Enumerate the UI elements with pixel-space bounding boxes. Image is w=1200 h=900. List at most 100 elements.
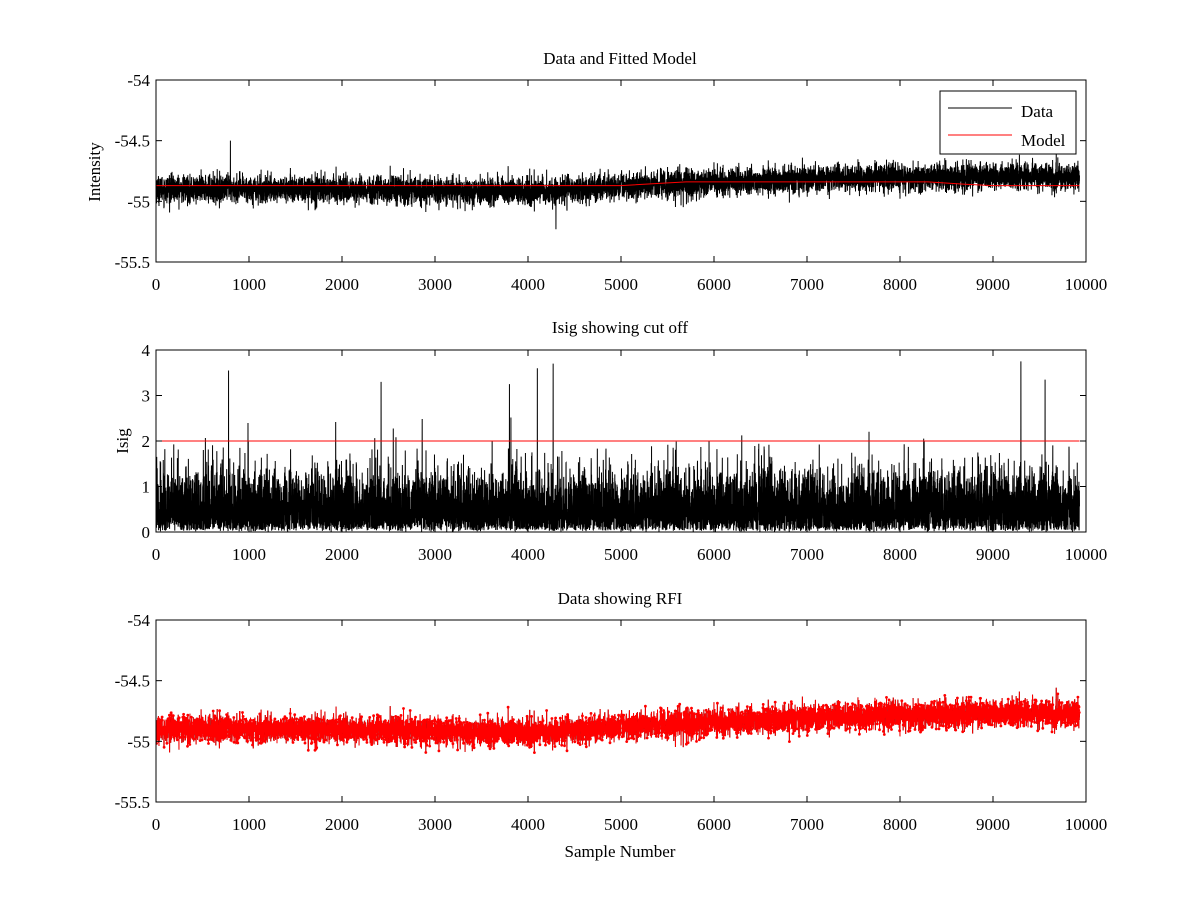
data-point — [906, 704, 909, 707]
data-point — [616, 730, 620, 734]
data-point — [966, 716, 969, 719]
data-point — [698, 718, 701, 721]
data-point — [225, 730, 229, 734]
data-point — [169, 734, 172, 738]
data-point — [946, 716, 950, 720]
data-point — [962, 711, 965, 715]
data-point — [748, 706, 752, 709]
data-point — [423, 737, 426, 741]
x-tick-label: 4000 — [511, 275, 545, 294]
data-point — [211, 726, 215, 729]
data-point — [214, 725, 218, 729]
data-point — [732, 712, 736, 716]
data-point — [890, 728, 893, 731]
data-point — [855, 708, 859, 711]
data-point — [186, 744, 189, 748]
data-point — [217, 739, 221, 743]
data-point — [255, 729, 259, 733]
data-point — [609, 728, 612, 732]
data-point — [559, 721, 563, 725]
data-point — [517, 737, 521, 741]
data-point — [743, 726, 747, 730]
data-point — [547, 741, 551, 745]
data-point — [591, 731, 595, 735]
data-point — [324, 738, 327, 742]
data-point — [455, 720, 458, 724]
data-point — [873, 719, 877, 723]
data-point — [987, 720, 991, 723]
data-point — [644, 728, 648, 732]
data-point — [589, 721, 593, 724]
data-point — [1068, 718, 1072, 722]
data-point — [249, 733, 253, 737]
data-point — [553, 726, 556, 730]
data-point — [394, 735, 398, 739]
data-point — [914, 722, 918, 726]
data-point — [698, 723, 702, 727]
data-point — [692, 730, 696, 734]
data-point — [427, 724, 431, 728]
data-point — [1058, 717, 1062, 721]
data-point — [230, 723, 234, 727]
data-point — [644, 730, 648, 734]
data-point — [726, 724, 730, 728]
data-point — [697, 738, 701, 742]
panel-3-ticks: 0 1000 2000 3000 4000 5000 6000 7000 8000 9000 100… — [115, 611, 1108, 834]
data-point — [1076, 714, 1079, 717]
data-point — [229, 738, 233, 742]
data-point — [997, 721, 1001, 724]
data-point — [1040, 717, 1044, 720]
data-point — [194, 723, 198, 726]
data-point — [302, 737, 306, 741]
data-point — [809, 710, 813, 713]
data-point — [744, 709, 747, 713]
data-point — [352, 729, 356, 732]
data-point — [226, 725, 230, 729]
data-point — [753, 712, 757, 716]
data-point — [713, 726, 717, 730]
data-point — [1005, 703, 1009, 706]
data-point — [755, 728, 759, 732]
data-point — [183, 729, 186, 732]
data-point — [374, 738, 378, 742]
data-point — [826, 732, 830, 735]
data-point — [966, 718, 970, 722]
data-point — [326, 733, 330, 737]
data-point — [569, 730, 573, 734]
panel-2-ticks: 0 1000 2000 3000 4000 5000 6000 7000 8000 9000 100… — [142, 341, 1108, 564]
data-point — [160, 718, 164, 722]
data-point — [586, 724, 590, 728]
data-point — [496, 731, 500, 735]
data-point — [921, 706, 925, 709]
data-point — [196, 728, 200, 732]
data-point — [820, 726, 823, 729]
data-point — [451, 742, 455, 746]
data-point — [413, 726, 416, 729]
data-point — [875, 708, 879, 712]
data-point — [985, 701, 989, 705]
data-point — [905, 709, 909, 713]
data-point — [706, 724, 709, 728]
data-point — [568, 723, 572, 726]
data-point — [429, 730, 432, 734]
data-point — [831, 703, 835, 707]
data-point — [1014, 708, 1017, 712]
data-point — [832, 714, 836, 718]
data-point — [213, 714, 217, 718]
data-point — [731, 720, 735, 723]
data-point — [638, 716, 642, 720]
data-point — [507, 729, 510, 733]
data-point — [356, 723, 360, 727]
x-tick-label: 5000 — [604, 545, 638, 564]
data-point — [993, 710, 996, 713]
data-point — [291, 732, 294, 735]
data-point — [449, 724, 452, 728]
data-point — [600, 731, 604, 735]
data-point — [700, 731, 704, 735]
data-point — [306, 748, 310, 752]
data-point — [644, 704, 647, 708]
data-point — [838, 705, 841, 709]
data-point — [489, 732, 492, 735]
data-point — [291, 741, 295, 744]
data-point — [370, 743, 374, 746]
